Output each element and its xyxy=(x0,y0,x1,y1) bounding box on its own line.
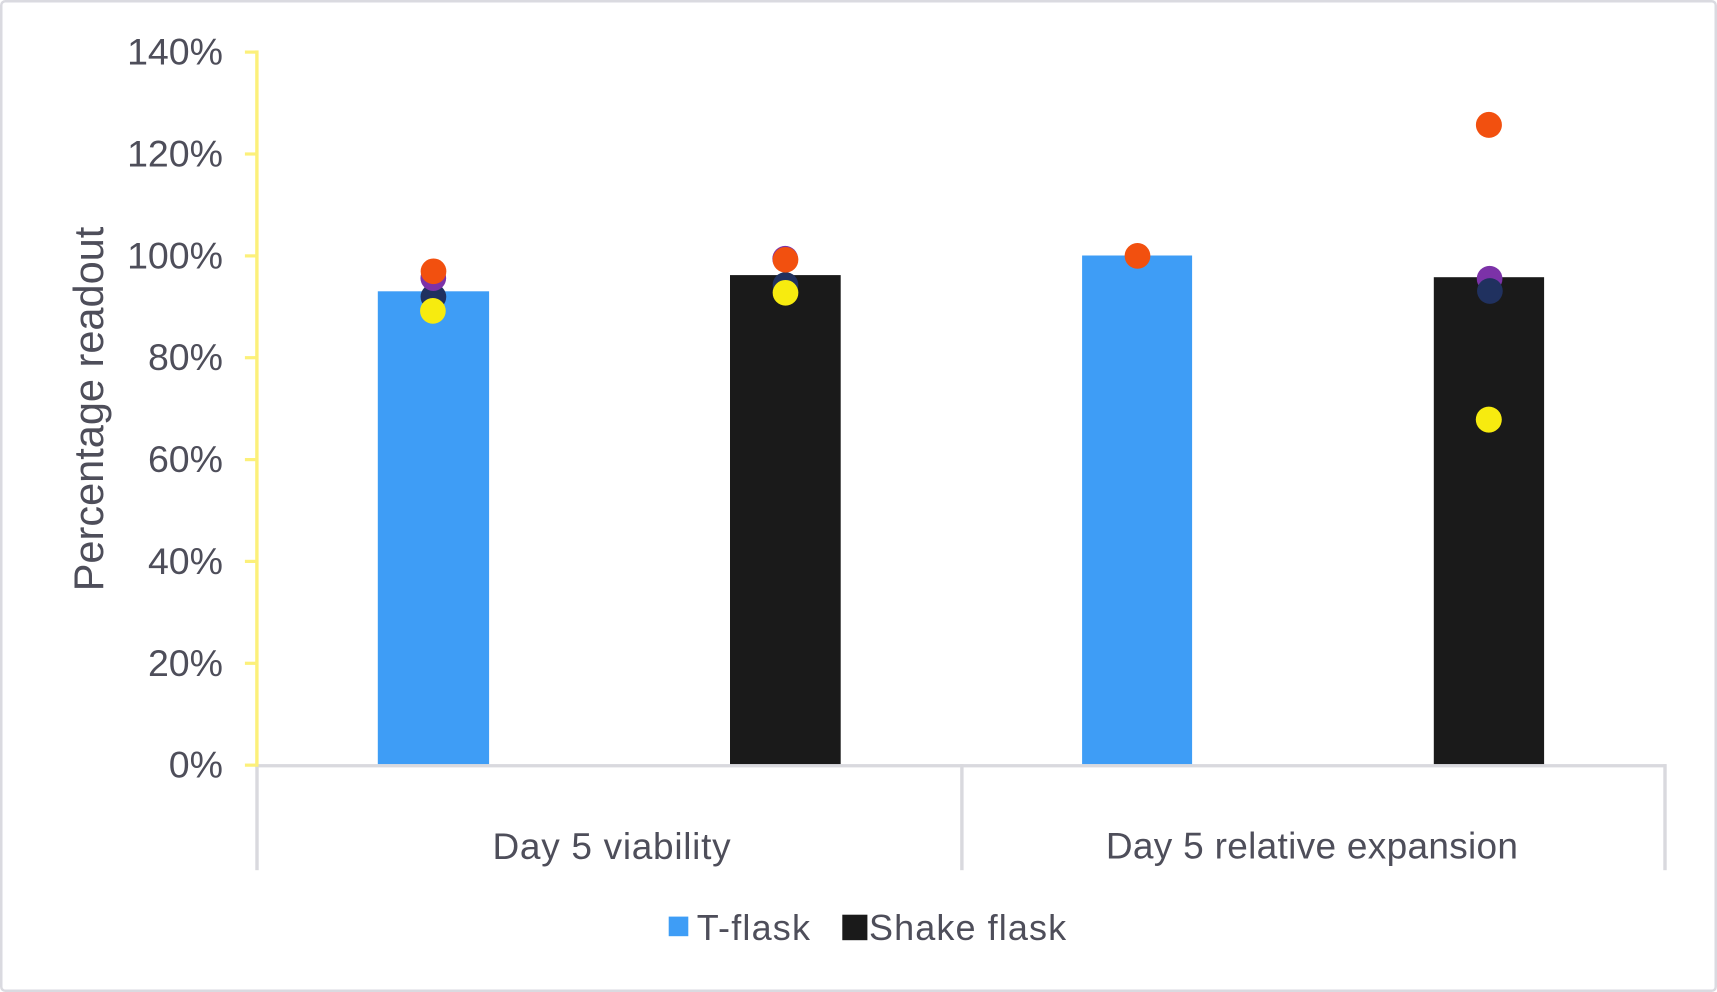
svg-text:100%: 100% xyxy=(127,234,223,276)
svg-text:120%: 120% xyxy=(127,133,223,175)
svg-text:Shake flask: Shake flask xyxy=(869,907,1067,948)
svg-text:140%: 140% xyxy=(127,31,223,73)
svg-text:20%: 20% xyxy=(148,642,223,684)
svg-text:Percentage readout: Percentage readout xyxy=(65,226,112,591)
svg-text:Day 5 relative expansion: Day 5 relative expansion xyxy=(1106,826,1518,867)
svg-text:60%: 60% xyxy=(148,438,223,480)
svg-text:80%: 80% xyxy=(148,336,223,378)
svg-text:0%: 0% xyxy=(169,744,223,786)
svg-text:T-flask: T-flask xyxy=(697,907,811,948)
svg-text:40%: 40% xyxy=(148,540,223,582)
svg-text:Day 5 viability: Day 5 viability xyxy=(493,826,732,867)
